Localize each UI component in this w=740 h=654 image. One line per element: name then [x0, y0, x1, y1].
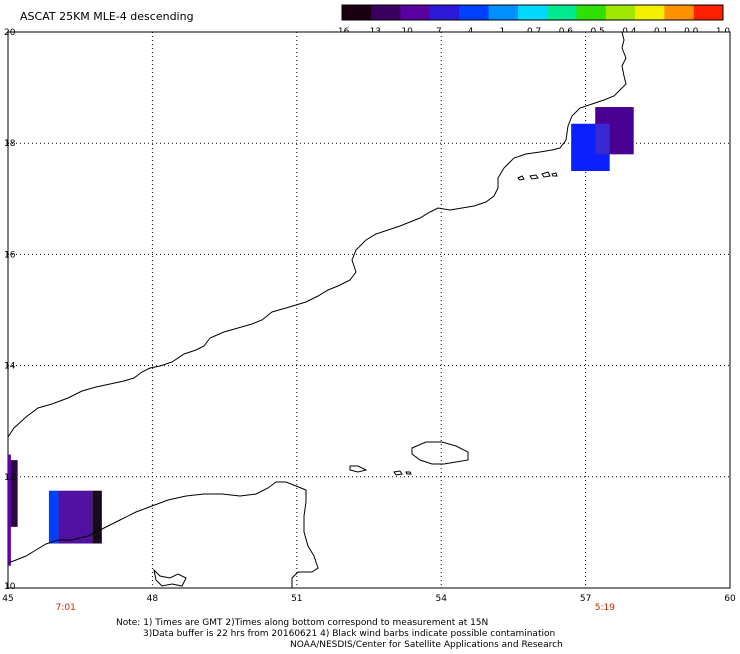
overpass-time: 5:19 [595, 603, 615, 613]
longitude-label: 48 [147, 594, 159, 604]
latitude-label: 14 [4, 362, 16, 372]
samhah-island [393, 470, 403, 476]
longitude-label: 60 [724, 594, 736, 604]
kuria-muria-islands [517, 171, 558, 181]
colorbar-swatch [371, 5, 402, 20]
wind-cell [595, 123, 610, 155]
note-line-1: Note: 1) Times are GMT 2)Times along bot… [116, 618, 488, 628]
colorbar-frame [341, 4, 724, 21]
longitude-label: 54 [435, 594, 447, 604]
overpass-time: 7:01 [56, 603, 76, 613]
latitude-label: 10 [4, 582, 16, 592]
latitude-label: 20 [4, 28, 16, 38]
note-line-3: NOAA/NESDIS/Center for Satellite Applica… [290, 640, 563, 650]
wind-cell [48, 490, 59, 544]
latitude-label: 12 [4, 473, 15, 483]
colorbar-swatch [429, 5, 460, 20]
wind-cell [58, 490, 93, 544]
colorbar-swatch [576, 5, 607, 20]
wind-cell [8, 454, 11, 566]
colorbar-swatch [693, 5, 724, 20]
longitude-tick-labels: 45 48 51 54 57 60 [2, 594, 736, 604]
hafun-area [153, 568, 187, 587]
darsah-island [405, 471, 412, 475]
wind-cell [92, 490, 102, 544]
arabian-coastline [7, 31, 627, 438]
wind-cells [8, 107, 634, 566]
longitude-label: 51 [291, 594, 302, 604]
latitude-label: 16 [4, 250, 16, 260]
map-plot-area: 45 48 51 54 57 60 20 18 16 14 12 10 7:01 5:19 [2, 28, 736, 613]
colorbar-swatch [635, 5, 665, 20]
colorbar-swatch [517, 5, 548, 20]
longitude-label: 45 [2, 594, 13, 604]
colorbar-swatch [459, 5, 490, 20]
colorbar-swatch [605, 5, 636, 20]
socotra-island [411, 441, 469, 465]
map-title: ASCAT 25KM MLE-4 descending [20, 10, 194, 23]
latitude-tick-labels: 20 18 16 14 12 10 [4, 28, 16, 592]
colorbar-swatch [547, 5, 577, 20]
abd-al-kuri-island [349, 465, 368, 473]
colorbar-swatch [342, 5, 372, 20]
coastline [7, 31, 627, 588]
wind-cell [8, 460, 18, 527]
longitude-label: 57 [580, 594, 591, 604]
note-line-2: 3)Data buffer is 22 hrs from 20160621 4)… [143, 629, 555, 639]
somali-coastline [7, 481, 319, 588]
colorbar-swatch [488, 5, 519, 20]
overpass-time-labels: 7:01 5:19 [56, 603, 616, 613]
colorbar-swatch [664, 5, 695, 20]
colorbar-swatch [400, 5, 431, 20]
latitude-label: 18 [4, 139, 16, 149]
